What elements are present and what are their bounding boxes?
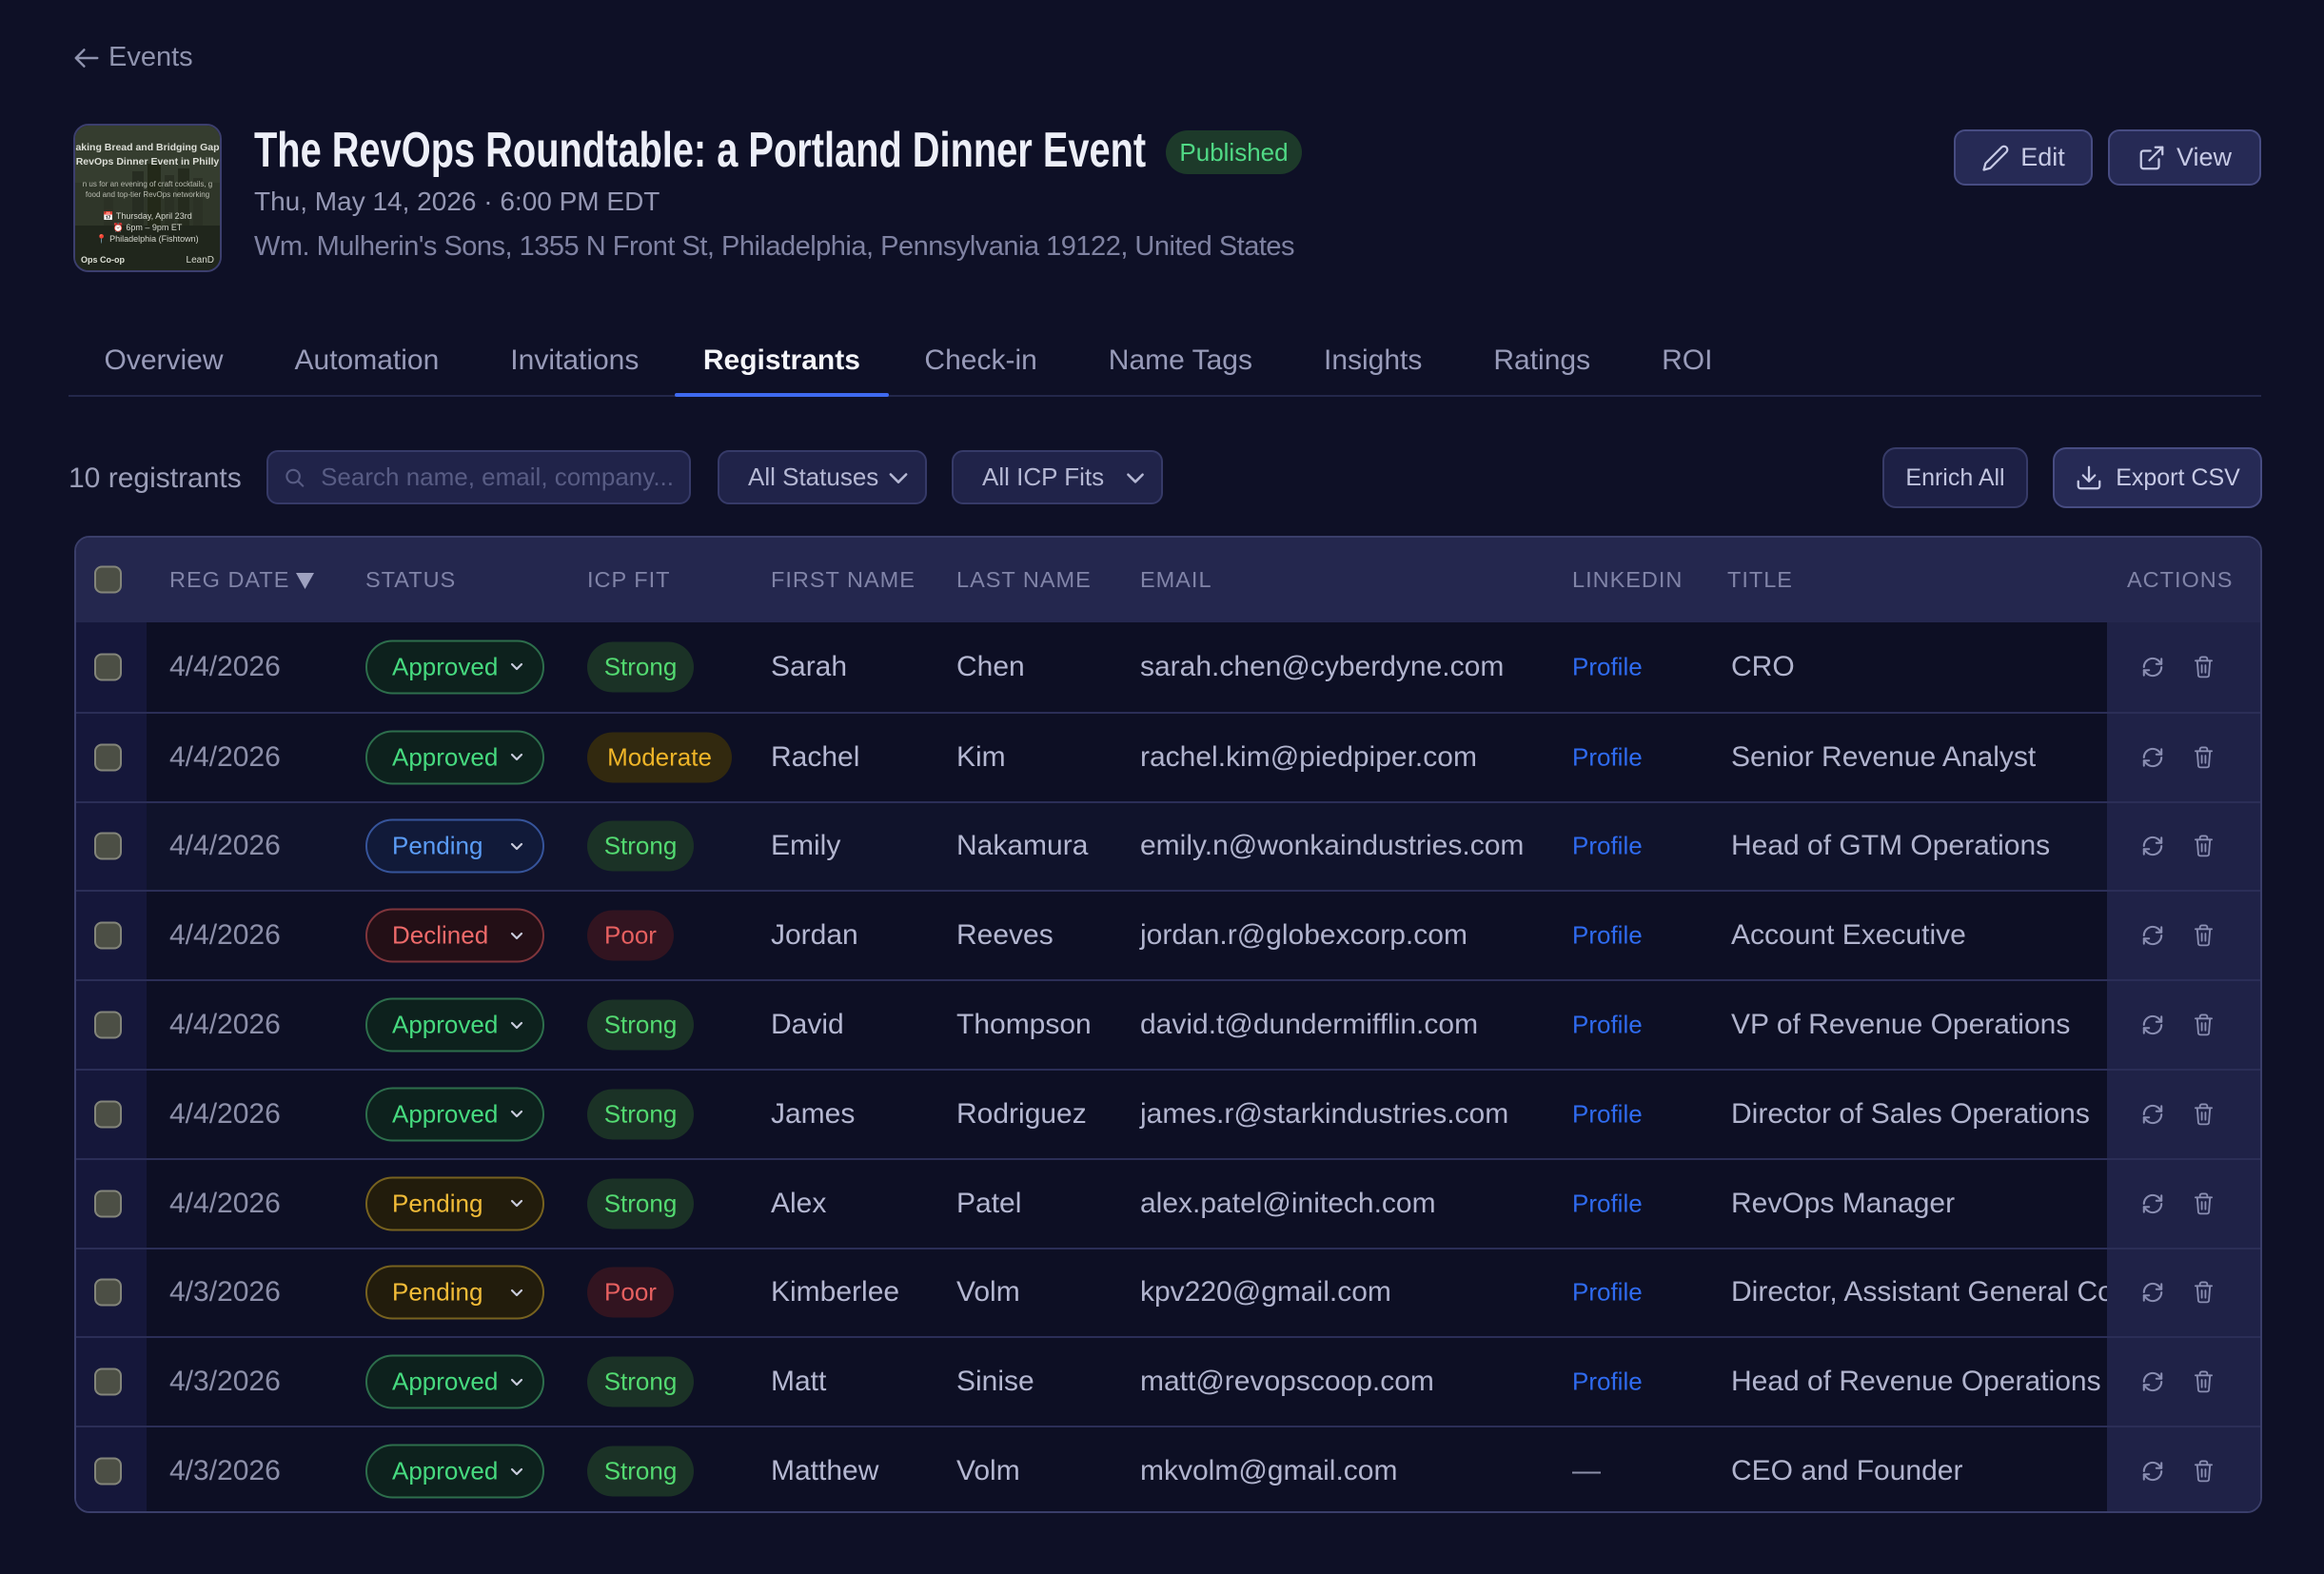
svg-text:n us for an evening of craft c: n us for an evening of craft cocktails, …	[83, 180, 213, 188]
svg-text:⏰ 6pm – 9pm ET: ⏰ 6pm – 9pm ET	[113, 222, 183, 232]
svg-text:📍 Philadelphia (Fishtown): 📍 Philadelphia (Fishtown)	[96, 233, 198, 244]
svg-text:food and top-tier RevOps netwo: food and top-tier RevOps networking	[86, 190, 209, 199]
svg-text:📅 Thursday, April 23rd: 📅 Thursday, April 23rd	[103, 210, 191, 221]
svg-text:aking Bread and Bridging Gap: aking Bread and Bridging Gap	[75, 142, 219, 153]
svg-text:Ops Co-op: Ops Co-op	[81, 255, 125, 265]
svg-text:RevOps Dinner Event in Philly: RevOps Dinner Event in Philly	[76, 156, 220, 167]
svg-text:LeanD: LeanD	[187, 255, 214, 266]
